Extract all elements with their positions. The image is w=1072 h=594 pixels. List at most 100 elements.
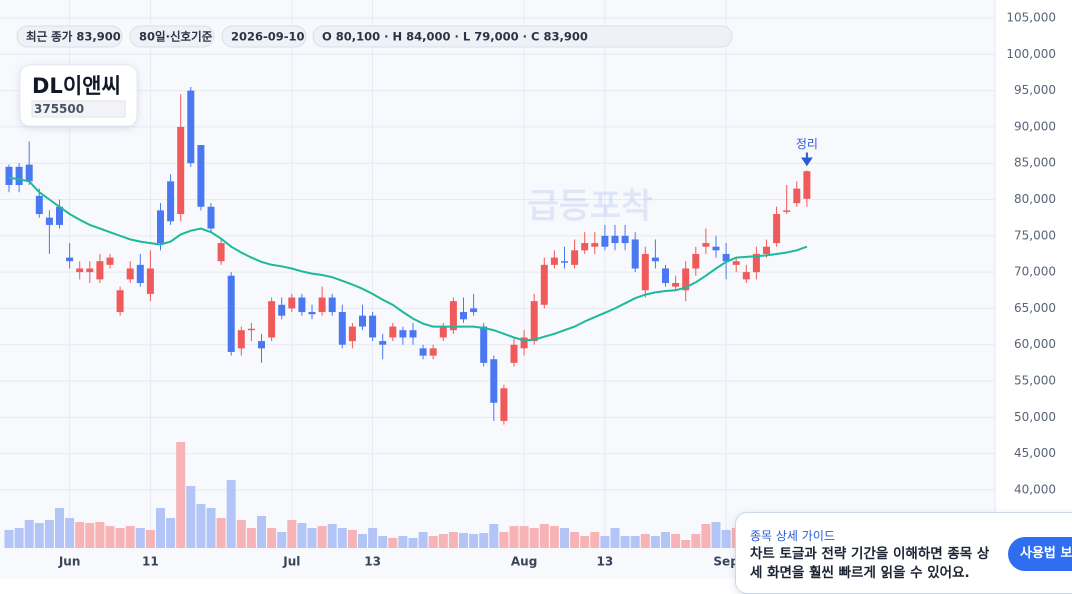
volume-bar [337, 528, 347, 548]
volume-bar [327, 524, 337, 548]
candle-body [298, 297, 306, 313]
volume-bar [408, 538, 418, 548]
y-tick-label: 80,000 [1014, 192, 1056, 206]
x-tick-label: Aug [511, 555, 537, 569]
volume-bar [358, 534, 367, 548]
candle-body [520, 337, 528, 349]
volume-bar [257, 516, 266, 548]
candle-body [662, 268, 669, 283]
candle-body [5, 166, 13, 185]
annotation-arrow [801, 152, 813, 167]
volume-bar [307, 528, 317, 548]
candle-body [803, 171, 811, 199]
volume-bar [570, 532, 580, 548]
x-tick-label: 11 [142, 555, 159, 569]
y-tick-label: 90,000 [1014, 119, 1056, 133]
volume-bar [297, 523, 307, 548]
candle-body [793, 188, 801, 204]
info-chip-label: 80일·신호기준 [139, 30, 213, 44]
candle-body [510, 344, 518, 363]
candle-body [752, 253, 760, 273]
volume-bar [277, 532, 287, 548]
candle-body [318, 297, 326, 313]
volume-bar [55, 508, 64, 548]
volume-bar [75, 522, 85, 548]
volume-bar [145, 530, 155, 548]
volume-bar [600, 536, 610, 548]
candle-body [439, 326, 447, 338]
volume-bar [610, 528, 620, 548]
candle-body [227, 275, 235, 352]
candle-body [641, 253, 649, 291]
volume-bar [95, 522, 105, 548]
info-chip [312, 25, 733, 48]
volume-bar [156, 508, 165, 548]
candle-body [389, 326, 397, 338]
volume-bar [125, 526, 135, 548]
candle-body [278, 304, 286, 316]
volume-bar [519, 526, 529, 548]
volume-bar [246, 528, 256, 548]
candle-body [187, 90, 195, 164]
candle-body [237, 330, 245, 349]
candle-body [136, 264, 144, 283]
guide-button[interactable]: 사용법 보기 [1008, 537, 1072, 571]
candle-body [742, 272, 750, 280]
volume-bar [135, 528, 145, 548]
y-tick-label: 55,000 [1014, 374, 1056, 388]
candle-body [15, 166, 23, 185]
x-tick-label: 13 [364, 555, 381, 569]
candle-body [712, 246, 720, 251]
candle-body [429, 348, 437, 356]
guide-text: 차트 토글과 전략 기간을 이해하면 종목 상세 화면을 훨씬 빠르게 읽을 수… [750, 546, 990, 581]
volume-bar [206, 508, 216, 548]
volume-bar [368, 528, 378, 548]
guide-popup: 종목 상세 가이드 차트 토글과 전략 기간을 이해하면 종목 상세 화면을 훨… [735, 512, 1072, 594]
volume-bar [671, 534, 681, 548]
candle-body [348, 326, 356, 342]
y-tick-label: 65,000 [1014, 301, 1056, 315]
candle-body [338, 312, 346, 345]
y-tick-label: 70,000 [1014, 265, 1056, 279]
volume-bar [216, 518, 226, 548]
candle-body [631, 239, 639, 269]
candle-body [217, 243, 225, 262]
info-chip [16, 25, 123, 48]
candle-body [672, 283, 680, 287]
candle-body [449, 301, 457, 331]
candle-body [682, 268, 690, 291]
watermark: 급등포착 [527, 187, 652, 227]
volume-bar [196, 504, 206, 548]
volume-bar [44, 520, 54, 548]
info-chip-label: 최근 종가 83,900 [26, 30, 121, 44]
candle-body [490, 359, 498, 403]
volume-bar [459, 533, 468, 548]
candle-body [207, 206, 215, 229]
volume-bar [226, 480, 236, 548]
candle-body [288, 297, 296, 309]
volume-bar [105, 526, 115, 548]
candle-body [86, 268, 94, 273]
candle-body [35, 195, 43, 215]
info-chip-label: 2026-09-10 [231, 30, 305, 44]
y-tick-label: 50,000 [1014, 410, 1056, 424]
y-tick-label: 75,000 [1014, 228, 1056, 242]
candle-body [197, 145, 205, 207]
candle-body [328, 297, 336, 313]
volume-bar [630, 536, 640, 548]
candle-body [258, 341, 265, 349]
candle-body [45, 217, 53, 225]
candle-body [106, 257, 114, 265]
volume-bar [176, 442, 186, 548]
candle-body [359, 315, 366, 327]
volume-bar [388, 538, 398, 548]
candle-body [76, 268, 84, 273]
candle-body [540, 264, 548, 305]
volume-bar [34, 523, 44, 548]
x-tick-label: Sep [713, 555, 739, 569]
volume-bar [287, 520, 297, 548]
x-tick-label: 13 [597, 555, 614, 569]
volume-bar [469, 534, 479, 548]
candle-body [591, 243, 599, 247]
volume-bar [236, 520, 246, 548]
